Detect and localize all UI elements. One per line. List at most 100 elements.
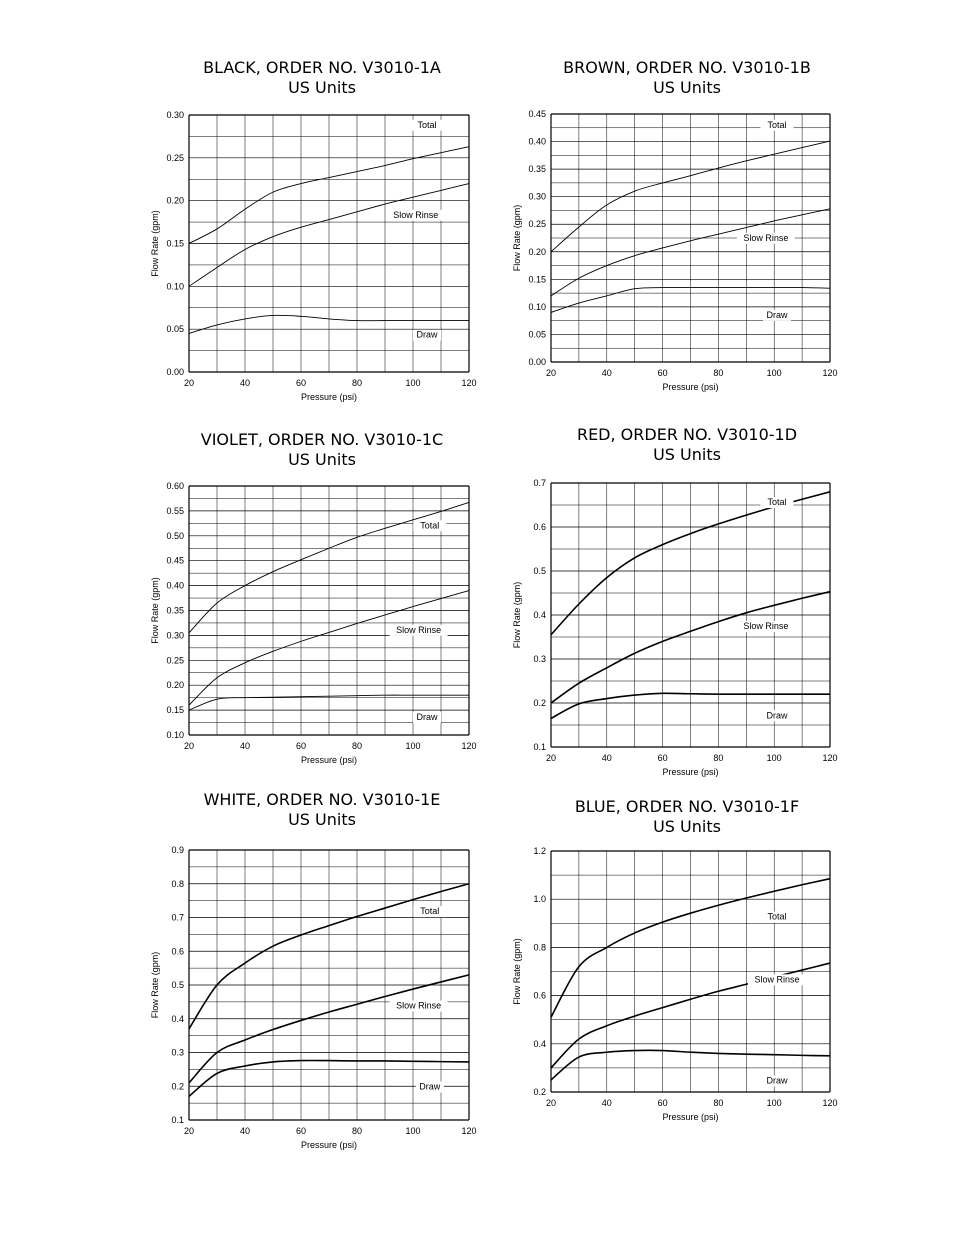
curve-label: Draw — [766, 310, 788, 320]
y-axis-label: Flow Rate (gpm) — [512, 582, 522, 649]
y-tick-label: 0.3 — [171, 1048, 184, 1058]
x-tick-label: 40 — [240, 1126, 250, 1136]
curve-label-background — [762, 1075, 791, 1087]
y-tick-label: 0.35 — [166, 606, 184, 616]
y-axis-label: Flow Rate (gpm) — [150, 952, 160, 1019]
y-tick-label: 0.6 — [171, 946, 184, 956]
y-tick-label: 0.6 — [533, 991, 546, 1001]
x-tick-label: 20 — [546, 753, 556, 763]
curve-label: Draw — [416, 712, 438, 722]
curve-label: Draw — [766, 710, 788, 720]
curve-label: Total — [767, 497, 786, 507]
y-tick-label: 0.20 — [528, 247, 546, 257]
chart-plot-black: 0.00 0.05 0.10 0.15 0.20 0.25 0.30 20 40 60 80 100 1… — [150, 110, 477, 402]
curve-label: Total — [767, 912, 786, 922]
curve-label-background — [413, 906, 447, 918]
y-tick-label: 0.45 — [166, 556, 184, 566]
chart-panel-red: RED, ORDER NO. V3010-1D US Units 0.1 0.2 0… — [512, 425, 862, 795]
x-tick-label: 100 — [767, 1098, 782, 1108]
chart-title: BROWN, ORDER NO. V3010-1B — [563, 58, 811, 77]
chart-subtitle: US Units — [653, 445, 721, 464]
series-line-draw — [188, 1059, 470, 1097]
y-tick-label: 0.10 — [166, 281, 184, 291]
series-line-total — [550, 877, 831, 1018]
chart-plot-violet: 0.10 0.15 0.20 0.25 0.30 0.35 0.40 0.45 0.50 0.55… — [150, 481, 477, 765]
x-tick-label: 40 — [240, 741, 250, 751]
curve-label-background — [747, 974, 806, 986]
y-tick-label: 0.00 — [166, 367, 184, 377]
y-tick-label: 0.25 — [166, 655, 184, 665]
curve-label-background — [413, 329, 441, 341]
x-tick-label: 60 — [296, 741, 306, 751]
x-tick-label: 120 — [822, 1098, 837, 1108]
curve-label: Draw — [416, 330, 438, 340]
x-tick-label: 100 — [405, 741, 420, 751]
curve-label: Draw — [766, 1076, 788, 1086]
x-axis-label: Pressure (psi) — [301, 392, 357, 402]
y-tick-label: 0.05 — [166, 324, 184, 334]
y-tick-label: 0.4 — [533, 1039, 546, 1049]
y-axis-label: Flow Rate (gpm) — [512, 938, 522, 1005]
curve-label-background — [760, 911, 794, 923]
y-tick-label: 0.1 — [171, 1115, 184, 1125]
curve-label-background — [762, 309, 791, 321]
y-tick-label: 0.05 — [528, 329, 546, 339]
x-tick-label: 120 — [822, 368, 837, 378]
series-line-draw — [550, 1049, 831, 1081]
x-tick-label: 80 — [713, 1098, 723, 1108]
y-tick-label: 0.7 — [171, 913, 184, 923]
y-tick-label: 0.25 — [166, 153, 184, 163]
x-tick-label: 100 — [767, 368, 782, 378]
curve-label: Slow Rinse — [393, 210, 438, 220]
curve-label: Draw — [419, 1082, 441, 1092]
series-line-draw — [550, 287, 831, 313]
x-tick-label: 100 — [405, 378, 420, 388]
y-tick-label: 1.2 — [533, 846, 546, 856]
curve-label: Total — [420, 520, 439, 530]
x-tick-label: 60 — [296, 1126, 306, 1136]
chart-title: VIOLET, ORDER NO. V3010-1C — [200, 430, 444, 449]
series-line-draw — [188, 314, 469, 334]
y-tick-label: 0.4 — [533, 610, 546, 620]
y-tick-label: 0.5 — [533, 566, 546, 576]
series-line-slow-rinse — [550, 208, 831, 297]
y-tick-label: 0.7 — [533, 478, 546, 488]
y-tick-label: 0.45 — [528, 109, 546, 119]
x-axis-label: Pressure (psi) — [662, 767, 718, 777]
y-tick-label: 0.15 — [166, 705, 184, 715]
series-line-draw — [188, 694, 469, 711]
curve-label-background — [386, 209, 445, 221]
y-tick-label: 0.50 — [166, 531, 184, 541]
y-tick-label: 0.20 — [166, 196, 184, 206]
curve-label-background — [389, 1000, 448, 1012]
series-line-slow-rinse — [188, 590, 470, 706]
x-tick-label: 20 — [184, 378, 194, 388]
x-tick-label: 80 — [352, 1126, 362, 1136]
x-tick-label: 40 — [602, 368, 612, 378]
x-tick-label: 20 — [184, 1126, 194, 1136]
chart-subtitle: US Units — [653, 78, 721, 97]
x-tick-label: 100 — [767, 753, 782, 763]
curve-label: Slow Rinse — [743, 621, 788, 631]
y-tick-label: 0.1 — [533, 742, 546, 752]
curve-label: Slow Rinse — [396, 1001, 441, 1011]
y-tick-label: 0.9 — [171, 845, 184, 855]
x-tick-label: 120 — [461, 1126, 476, 1136]
x-tick-label: 120 — [822, 753, 837, 763]
x-tick-label: 60 — [658, 753, 668, 763]
y-tick-label: 0.40 — [528, 137, 546, 147]
chart-plot-red: 0.1 0.2 0.3 0.4 0.5 0.6 0.7 20 40 60 80 100 120 Press… — [512, 478, 838, 777]
chart-panel-brown: BROWN, ORDER NO. V3010-1B US Units 0.00 0… — [512, 58, 862, 408]
curve-label-background — [389, 624, 448, 636]
x-axis-label: Pressure (psi) — [662, 1112, 718, 1122]
curve-label-background — [413, 520, 447, 532]
chart-panel-white: WHITE, ORDER NO. V3010-1E US Units 0.1 0.… — [150, 790, 492, 1160]
curve-label-background — [410, 119, 444, 131]
curve-label: Slow Rinse — [743, 233, 788, 243]
curve-label: Total — [417, 120, 436, 130]
x-tick-label: 120 — [461, 378, 476, 388]
x-tick-label: 100 — [405, 1126, 420, 1136]
y-axis-label: Flow Rate (gpm) — [512, 205, 522, 272]
x-tick-label: 20 — [184, 741, 194, 751]
y-tick-label: 0.00 — [528, 357, 546, 367]
